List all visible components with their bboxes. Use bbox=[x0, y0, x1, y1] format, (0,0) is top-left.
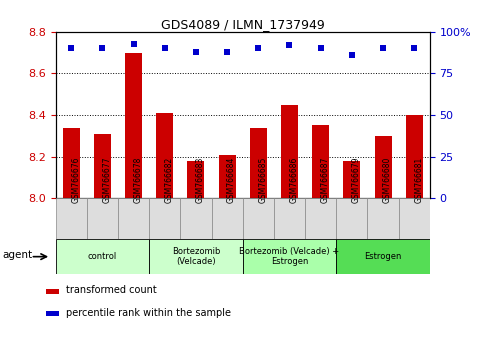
Text: GSM766676: GSM766676 bbox=[71, 156, 80, 203]
Bar bbox=[250, 127, 267, 198]
Bar bbox=[125, 53, 142, 198]
Point bbox=[192, 49, 200, 55]
Bar bbox=[46, 312, 59, 316]
Point bbox=[317, 46, 325, 51]
Text: GSM766681: GSM766681 bbox=[414, 157, 423, 203]
Text: GSM766680: GSM766680 bbox=[383, 157, 392, 203]
Text: percentile rank within the sample: percentile rank within the sample bbox=[67, 308, 231, 318]
Title: GDS4089 / ILMN_1737949: GDS4089 / ILMN_1737949 bbox=[161, 18, 325, 31]
Point bbox=[379, 46, 387, 51]
Point bbox=[255, 46, 262, 51]
Text: GSM766686: GSM766686 bbox=[289, 157, 298, 203]
Bar bbox=[156, 113, 173, 198]
Point bbox=[67, 46, 75, 51]
Text: GSM766683: GSM766683 bbox=[196, 157, 205, 203]
Text: GSM766678: GSM766678 bbox=[133, 157, 142, 203]
Bar bbox=[56, 239, 149, 274]
Bar bbox=[46, 289, 59, 294]
Text: GSM766679: GSM766679 bbox=[352, 156, 361, 203]
Bar bbox=[305, 198, 336, 239]
Bar bbox=[56, 198, 87, 239]
Bar bbox=[87, 198, 118, 239]
Point bbox=[99, 46, 106, 51]
Bar bbox=[149, 239, 242, 274]
Point bbox=[348, 52, 356, 58]
Text: Bortezomib (Velcade) +
Estrogen: Bortezomib (Velcade) + Estrogen bbox=[240, 247, 340, 266]
Bar bbox=[218, 155, 236, 198]
Text: GSM766685: GSM766685 bbox=[258, 157, 267, 203]
Point bbox=[411, 46, 418, 51]
Bar bbox=[281, 105, 298, 198]
Text: GSM766684: GSM766684 bbox=[227, 157, 236, 203]
Point bbox=[223, 49, 231, 55]
Bar bbox=[242, 198, 274, 239]
Bar bbox=[336, 239, 430, 274]
Bar bbox=[336, 198, 368, 239]
Bar bbox=[398, 198, 430, 239]
Bar bbox=[368, 198, 398, 239]
Bar bbox=[149, 198, 180, 239]
Text: control: control bbox=[88, 252, 117, 261]
Bar bbox=[118, 198, 149, 239]
Point bbox=[285, 42, 293, 48]
Point bbox=[129, 41, 137, 46]
Bar bbox=[212, 198, 242, 239]
Bar bbox=[187, 161, 204, 198]
Bar bbox=[312, 125, 329, 198]
Point bbox=[161, 46, 169, 51]
Text: GSM766682: GSM766682 bbox=[165, 157, 174, 203]
Bar bbox=[374, 136, 392, 198]
Text: GSM766687: GSM766687 bbox=[321, 157, 330, 203]
Text: GSM766677: GSM766677 bbox=[102, 156, 112, 203]
Text: transformed count: transformed count bbox=[67, 285, 157, 296]
Text: Estrogen: Estrogen bbox=[364, 252, 402, 261]
Bar bbox=[242, 239, 336, 274]
Text: Bortezomib
(Velcade): Bortezomib (Velcade) bbox=[172, 247, 220, 266]
Bar bbox=[274, 198, 305, 239]
Bar bbox=[94, 134, 111, 198]
Text: agent: agent bbox=[3, 250, 33, 260]
Bar bbox=[406, 115, 423, 198]
Bar bbox=[180, 198, 212, 239]
Bar bbox=[63, 127, 80, 198]
Bar bbox=[343, 161, 360, 198]
